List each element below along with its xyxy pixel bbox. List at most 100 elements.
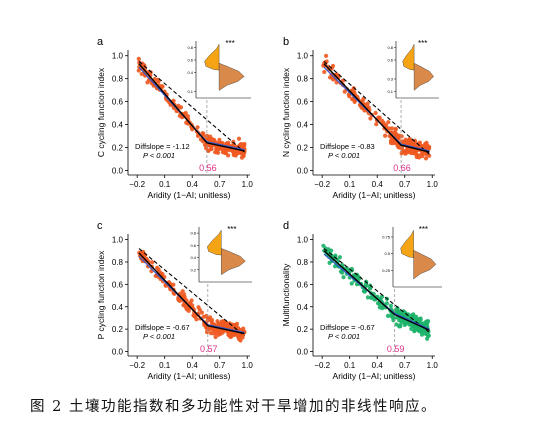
- data-point: [377, 305, 382, 310]
- data-point: [324, 53, 329, 58]
- data-point: [374, 122, 379, 127]
- data-point: [192, 313, 197, 319]
- segmented-fit: [323, 250, 430, 331]
- data-point: [347, 268, 353, 273]
- y-tick-label: 1.0: [112, 236, 124, 245]
- data-point: [426, 146, 432, 151]
- p-value-annotation: P < 0.001: [143, 332, 175, 341]
- data-point: [399, 311, 404, 316]
- inset-y-tick-label: 0.75: [382, 235, 391, 240]
- inset-y-tick-label: 0.6: [187, 58, 193, 63]
- data-point: [238, 151, 244, 156]
- data-point: [219, 319, 225, 324]
- x-tick-label: 0.1: [344, 180, 356, 189]
- data-point: [382, 133, 388, 138]
- x-axis-label: Aridity (1−AI; unitless): [148, 190, 231, 200]
- x-tick-label: 0.4: [187, 180, 199, 189]
- y-tick-label: 0.0: [297, 166, 309, 175]
- data-point: [160, 84, 165, 89]
- x-tick-label: 0.7: [214, 180, 226, 189]
- violin-top: [402, 44, 415, 71]
- data-point: [385, 313, 391, 319]
- data-point: [211, 137, 217, 142]
- data-point: [199, 310, 204, 315]
- linear-fit-dashed: [323, 248, 430, 333]
- y-tick-label: 0.4: [297, 121, 309, 130]
- diffslope-annotation: Diffslope = -0.67: [135, 323, 190, 332]
- data-point: [389, 126, 394, 131]
- data-point: [201, 314, 206, 319]
- data-point: [340, 270, 345, 275]
- data-point: [181, 292, 187, 297]
- p-value-annotation: P < 0.001: [328, 332, 360, 341]
- y-tick-label: 0.6: [297, 280, 309, 289]
- x-axis-label: Aridity (1−AI; unitless): [148, 371, 231, 381]
- diffslope-annotation: Diffslope = -0.83: [320, 142, 375, 151]
- data-point: [365, 295, 371, 300]
- data-point: [395, 133, 400, 138]
- inset-y-tick-label: 0.6: [190, 243, 196, 248]
- inset-significance: ***: [418, 39, 427, 48]
- panel-label-d: d: [283, 220, 289, 232]
- data-point: [242, 150, 247, 156]
- segmented-fit-blue: [323, 253, 430, 330]
- data-point: [369, 295, 374, 300]
- data-point: [214, 150, 219, 155]
- violin-bottom: [221, 248, 246, 276]
- x-tick-label: 0.4: [372, 180, 384, 189]
- linear-fit-dashed: [138, 61, 245, 153]
- data-point: [414, 317, 419, 322]
- data-point: [365, 101, 370, 106]
- diffslope-annotation: Diffslope = -0.67: [320, 323, 375, 332]
- data-point: [386, 120, 391, 125]
- x-tick-label: −0.2: [314, 180, 330, 189]
- data-point: [195, 133, 201, 138]
- p-value-annotation: P < 0.001: [328, 151, 360, 160]
- data-point: [150, 260, 155, 265]
- y-axis-label: Multifunctionality: [281, 263, 291, 327]
- inset-y-tick-label: 0.8: [190, 231, 196, 236]
- y-tick-label: 0.0: [297, 348, 309, 357]
- figure-caption: 图 2 土壤功能指数和多功能性对干旱增加的非线性响应。: [30, 399, 437, 415]
- violin-bottom: [218, 62, 245, 91]
- inset-y-tick-label: 0.5: [384, 251, 390, 256]
- y-tick-label: 1.0: [297, 236, 309, 245]
- inset-y-tick-label: 0.1: [187, 89, 193, 94]
- violin-bottom: [413, 62, 434, 91]
- inset-y-tick-label: 0.2: [190, 267, 196, 272]
- panel-label-b: b: [283, 36, 289, 48]
- y-tick-label: 0.6: [112, 98, 124, 107]
- data-point: [398, 324, 403, 329]
- inset-violin: 0.1 0.4 0.6 0.8 ***: [187, 39, 251, 99]
- y-tick-label: 0.2: [112, 325, 124, 334]
- x-tick-label: 1.0: [242, 180, 254, 189]
- y-tick-label: 0.8: [112, 258, 124, 267]
- inset-violin: 0.25 0.5 0.75 ***: [382, 225, 442, 288]
- data-point: [145, 80, 150, 85]
- y-tick-label: 0.4: [112, 303, 124, 312]
- inset-y-tick-label: 0.25: [382, 268, 391, 273]
- panel-d: d 0.0 0.2 0.4 0.6 0.8 1.0 −0.2 0.1 0.4 0.7 1.0 Aridi…: [281, 220, 442, 381]
- data-point: [195, 125, 200, 130]
- inset-y-tick-label: 0.8: [187, 45, 193, 50]
- y-axis-label: C cycling function index: [96, 67, 106, 157]
- x-tick-label: 1.0: [242, 361, 254, 370]
- x-tick-label: 0.7: [399, 180, 411, 189]
- y-axis-label: N cycling function index: [281, 67, 291, 157]
- data-point: [201, 131, 206, 136]
- data-point: [393, 126, 398, 132]
- data-point: [209, 319, 214, 324]
- y-tick-label: 0.0: [112, 348, 124, 357]
- y-tick-label: 1.0: [112, 52, 124, 61]
- data-point: [419, 332, 425, 337]
- diffslope-annotation: Diffslope = -1.12: [135, 142, 190, 151]
- data-point: [427, 153, 432, 158]
- data-point: [394, 307, 399, 312]
- inset-y-tick-label: 0.4: [187, 70, 193, 75]
- y-tick-label: 0.4: [112, 121, 124, 130]
- linear-fit-dashed: [323, 61, 430, 155]
- data-point: [407, 149, 412, 154]
- data-point: [142, 71, 147, 77]
- data-point: [196, 305, 201, 310]
- data-point: [224, 147, 229, 152]
